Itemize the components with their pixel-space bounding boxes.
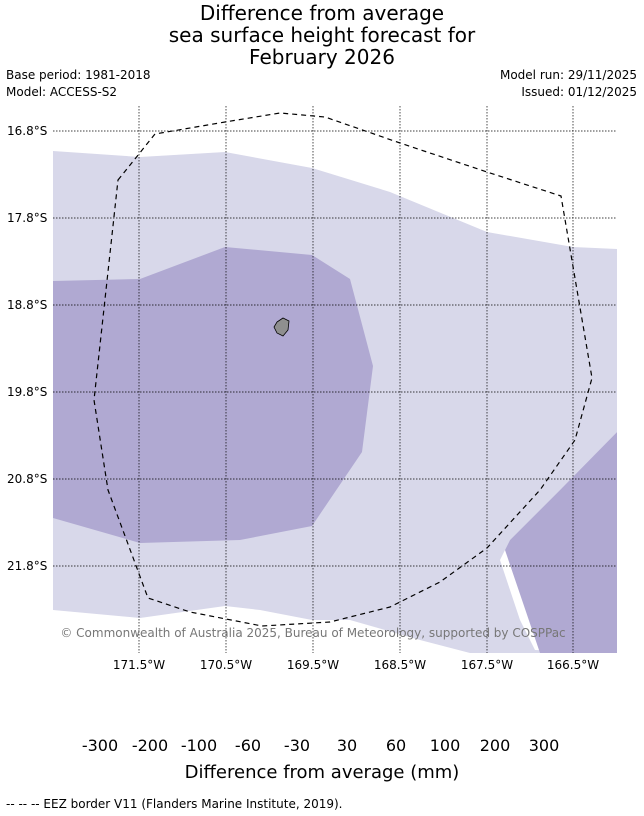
lat-label-21-8s: 21.8°S (7, 559, 47, 573)
lat-label-17-8s: 17.8°S (7, 211, 47, 225)
lat-label-19-8s: 19.8°S (7, 385, 47, 399)
lat-label-20-8s: 20.8°S (7, 472, 47, 486)
lon-label-170-5w: 170.5°W (200, 658, 252, 672)
base-period-text: Base period: 1981-2018 (6, 68, 151, 82)
model-run-text: Model run: 29/11/2025 (499, 68, 637, 82)
colorbar-tick-label: 200 (479, 736, 511, 755)
island-land (273, 317, 290, 337)
lon-label-166-5w: 166.5°W (547, 658, 599, 672)
colorbar-tick-label: -300 (81, 736, 119, 755)
lon-label-168-5w: 168.5°W (374, 658, 426, 672)
anomaly-region-dark-west (53, 247, 373, 543)
colorbar-tick-label: -200 (131, 736, 169, 755)
colorbar-tick-label: 300 (528, 736, 560, 755)
lat-label-16-8s: 16.8°S (7, 124, 47, 138)
lon-label-169-5w: 169.5°W (287, 658, 339, 672)
colorbar-tick-label: -60 (234, 736, 262, 755)
title-line-2: sea surface height forecast for (168, 23, 476, 47)
colorbar-tick-label: 100 (429, 736, 461, 755)
lat-label-18-8s: 18.8°S (7, 298, 47, 312)
lon-label-167-5w: 167.5°W (461, 658, 513, 672)
colorbar-tick-label: -100 (180, 736, 218, 755)
colorbar-tick-label: 60 (385, 736, 407, 755)
lon-label-171-5w: 171.5°W (113, 658, 165, 672)
title-line-1: Difference from average (199, 1, 445, 25)
model-text: Model: ACCESS-S2 (6, 85, 118, 99)
copyright-text: © Commonwealth of Australia 2025, Bureau… (60, 626, 565, 640)
map: 16.8°S 17.8°S 18.8°S 19.8°S 20.8°S 21.8°… (7, 106, 617, 672)
anomaly-region-dark-southeast (505, 432, 617, 653)
graticule (53, 106, 617, 653)
map-panel: 16.8°S 17.8°S 18.8°S 19.8°S 20.8°S 21.8°… (7, 106, 617, 672)
colorbar-title: Difference from average (mm) (184, 762, 460, 783)
eez-border (93, 112, 593, 627)
eez-footnote: -- -- -- EEZ border V11 (Flanders Marine… (6, 797, 343, 811)
title-line-3: February 2026 (249, 45, 395, 69)
issued-text: Issued: 01/12/2025 (521, 85, 637, 99)
colorbar-tick-label: -30 (283, 736, 311, 755)
colorbar-tick-label: 30 (336, 736, 358, 755)
